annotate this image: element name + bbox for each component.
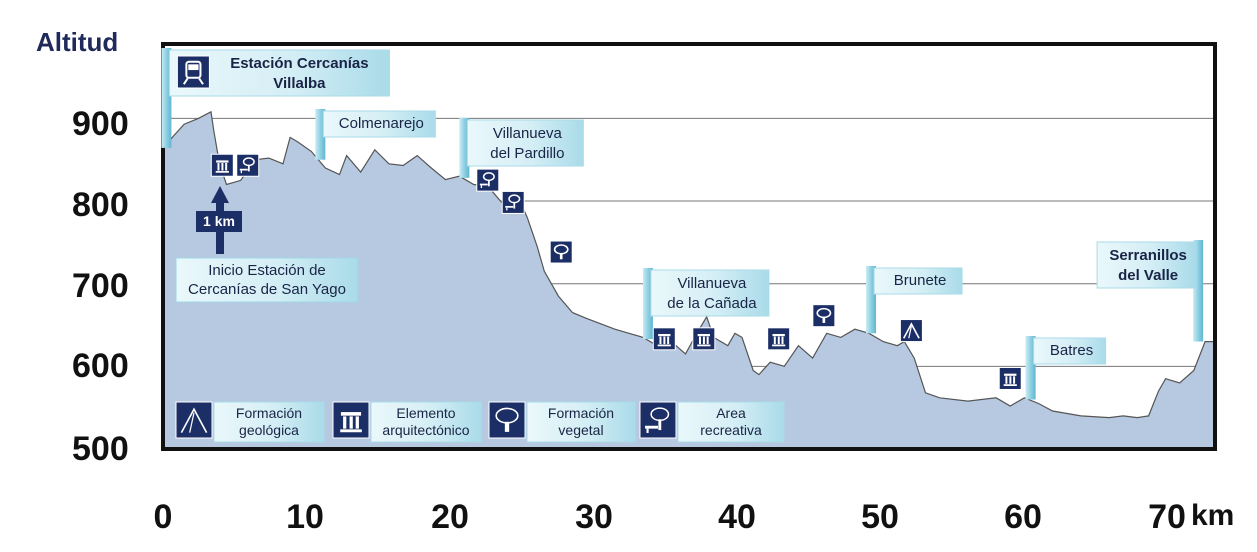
x-tick-label: 0 <box>154 498 173 536</box>
flag-banner <box>322 110 436 138</box>
y-tick-label: 700 <box>72 267 129 305</box>
place-name-line2: Villalba <box>273 75 326 92</box>
x-tick-label: 20 <box>431 498 469 536</box>
one-km-badge <box>196 211 242 232</box>
legend: FormacióngeológicaElementoarquitectónico… <box>175 401 785 443</box>
plot-frame <box>161 42 1217 451</box>
column-icon <box>692 327 716 351</box>
flag-banner <box>873 267 963 295</box>
mountain-icon <box>899 319 923 343</box>
place-flag: Estación Cercanías Villalba <box>161 48 390 148</box>
legend-label-box <box>677 401 785 443</box>
legend-label-box <box>213 401 325 443</box>
y-tick-label: 500 <box>72 430 129 468</box>
flag-pole <box>315 109 326 160</box>
one-km-label: 1 km <box>203 213 235 229</box>
legend-label-line1: Area <box>716 405 746 421</box>
flag-pole <box>1193 240 1204 342</box>
x-tick-labels: 0 10 20 30 40 50 60 70 <box>154 498 1186 536</box>
picnic-icon <box>501 190 525 214</box>
y-tick-label: 900 <box>72 105 129 143</box>
place-flag: Colmenarejo <box>315 109 436 160</box>
column-icon <box>210 153 234 177</box>
place-name-line1: Villanueva <box>493 125 563 142</box>
flag-banner <box>650 269 770 317</box>
flag-pole <box>459 118 470 178</box>
elevation-area <box>163 110 1215 449</box>
place-flag: Villanueva de la Cañada <box>642 268 770 340</box>
start-station-line2: Cercanías de San Yago <box>188 281 346 298</box>
legend-label-line2: geológica <box>239 422 299 438</box>
column-icon <box>652 327 676 351</box>
start-station-line1: Inicio Estación de <box>208 262 326 279</box>
column-icon <box>332 401 370 439</box>
y-axis-title: Altitud <box>36 27 118 57</box>
picnic-icon <box>476 168 500 192</box>
column-icon <box>998 366 1022 390</box>
place-name-line2: de la Cañada <box>667 295 757 312</box>
flag-pole <box>1025 336 1036 400</box>
place-name-line1: Serranillos <box>1109 247 1187 264</box>
place-flag: Brunete <box>866 266 963 334</box>
picnic-icon <box>236 153 260 177</box>
picnic-icon <box>639 401 677 439</box>
place-name-line1: Brunete <box>894 272 947 289</box>
legend-label-line1: Elemento <box>396 405 455 421</box>
legend-label-line2: recreativa <box>700 422 762 438</box>
place-markers: Estación Cercanías Villalba Colmenarejo Vil… <box>161 48 1204 400</box>
tree-icon <box>812 304 836 328</box>
mountain-icon <box>175 401 213 439</box>
legend-label-line2: arquitectónico <box>382 422 469 438</box>
start-station-box <box>175 257 359 303</box>
x-tick-label: 30 <box>575 498 613 536</box>
poi-icons <box>210 153 1022 390</box>
tree-icon <box>488 401 526 439</box>
x-tick-label: 70 <box>1148 498 1186 536</box>
place-flag: Batres <box>1025 336 1107 400</box>
legend-label-box <box>370 401 482 443</box>
place-name-line1: Batres <box>1050 342 1093 359</box>
place-flag: Villanueva del Pardillo <box>459 118 584 178</box>
legend-label-line1: Formación <box>548 405 614 421</box>
legend-label-box <box>526 401 636 443</box>
y-tick-labels: 900 800 700 600 500 <box>72 105 129 468</box>
flag-pole <box>161 48 172 148</box>
column-icon <box>767 327 791 351</box>
place-flag: Serranillos del Valle <box>1096 240 1204 342</box>
x-tick-label: 10 <box>286 498 324 536</box>
legend-label-line1: Formación <box>236 405 302 421</box>
place-name-line2: del Valle <box>1118 267 1178 284</box>
start-marker: 1 km Inicio Estación de Cercanías de San… <box>175 186 359 303</box>
tree-icon <box>549 240 573 264</box>
x-axis-unit: km <box>1191 499 1234 532</box>
flag-banner <box>466 119 584 167</box>
train-icon <box>176 55 210 89</box>
place-name-line1: Estación Cercanías <box>230 55 368 72</box>
place-name-line2: del Pardillo <box>490 145 564 162</box>
y-tick-label: 800 <box>72 186 129 224</box>
flag-pole <box>866 266 877 334</box>
place-name-line1: Villanueva <box>677 275 747 292</box>
flag-banner <box>1096 241 1196 289</box>
x-tick-label: 40 <box>718 498 756 536</box>
place-name-line1: Colmenarejo <box>339 115 424 132</box>
x-tick-label: 50 <box>861 498 899 536</box>
flag-banner <box>1033 337 1107 365</box>
legend-label-line2: vegetal <box>558 422 603 438</box>
y-tick-label: 600 <box>72 347 129 385</box>
x-tick-label: 60 <box>1004 498 1042 536</box>
flag-pole <box>642 268 653 340</box>
